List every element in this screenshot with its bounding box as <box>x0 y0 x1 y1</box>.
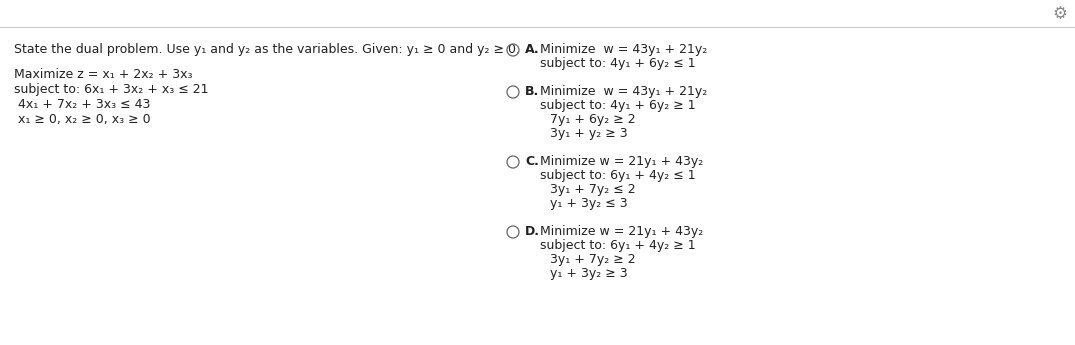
Text: x₁ ≥ 0, x₂ ≥ 0, x₃ ≥ 0: x₁ ≥ 0, x₂ ≥ 0, x₃ ≥ 0 <box>14 113 150 126</box>
Text: 3y₁ + 7y₂ ≥ 2: 3y₁ + 7y₂ ≥ 2 <box>550 253 635 266</box>
Text: Minimize w = 21y₁ + 43y₂: Minimize w = 21y₁ + 43y₂ <box>540 225 703 238</box>
Text: 7y₁ + 6y₂ ≥ 2: 7y₁ + 6y₂ ≥ 2 <box>550 113 635 126</box>
Text: Minimize  w = 43y₁ + 21y₂: Minimize w = 43y₁ + 21y₂ <box>540 43 707 56</box>
Text: subject to: 4y₁ + 6y₂ ≤ 1: subject to: 4y₁ + 6y₂ ≤ 1 <box>540 57 696 70</box>
Text: subject to: 6y₁ + 4y₂ ≤ 1: subject to: 6y₁ + 4y₂ ≤ 1 <box>540 169 696 182</box>
Text: State the dual problem. Use y₁ and y₂ as the variables. Given: y₁ ≥ 0 and y₂ ≥ 0: State the dual problem. Use y₁ and y₂ as… <box>14 43 520 56</box>
Text: ⚙: ⚙ <box>1052 5 1067 23</box>
Text: A.: A. <box>525 43 540 56</box>
Text: D.: D. <box>525 225 540 238</box>
Text: subject to: 6y₁ + 4y₂ ≥ 1: subject to: 6y₁ + 4y₂ ≥ 1 <box>540 239 696 252</box>
Text: subject to: 4y₁ + 6y₂ ≥ 1: subject to: 4y₁ + 6y₂ ≥ 1 <box>540 99 696 112</box>
Text: 3y₁ + y₂ ≥ 3: 3y₁ + y₂ ≥ 3 <box>550 127 628 140</box>
Text: Maximize z = x₁ + 2x₂ + 3x₃: Maximize z = x₁ + 2x₂ + 3x₃ <box>14 68 192 81</box>
Text: y₁ + 3y₂ ≥ 3: y₁ + 3y₂ ≥ 3 <box>550 267 628 280</box>
Text: Minimize w = 21y₁ + 43y₂: Minimize w = 21y₁ + 43y₂ <box>540 155 703 168</box>
Text: 4x₁ + 7x₂ + 3x₃ ≤ 43: 4x₁ + 7x₂ + 3x₃ ≤ 43 <box>14 98 150 111</box>
Text: B.: B. <box>525 85 540 98</box>
Text: y₁ + 3y₂ ≤ 3: y₁ + 3y₂ ≤ 3 <box>550 197 628 210</box>
Text: 3y₁ + 7y₂ ≤ 2: 3y₁ + 7y₂ ≤ 2 <box>550 183 635 196</box>
Text: Minimize  w = 43y₁ + 21y₂: Minimize w = 43y₁ + 21y₂ <box>540 85 707 98</box>
Text: C.: C. <box>525 155 539 168</box>
Text: subject to: 6x₁ + 3x₂ + x₃ ≤ 21: subject to: 6x₁ + 3x₂ + x₃ ≤ 21 <box>14 83 209 96</box>
